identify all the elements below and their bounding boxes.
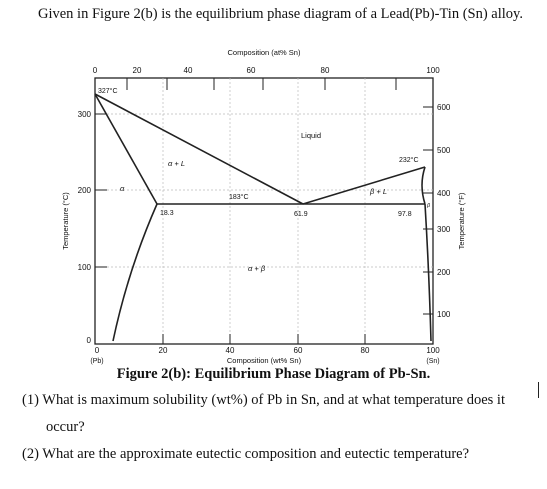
right-axis-title: Temperature (°F)	[457, 192, 466, 249]
beta-plus-liquid-label: β + L	[369, 187, 387, 196]
left-tick-label: 200	[78, 186, 92, 195]
beta-limit-label: 97.8	[398, 211, 412, 218]
solidus-left	[94, 93, 158, 205]
plot-frame	[94, 77, 434, 345]
top-tick-label: 100	[426, 66, 440, 75]
right-tick-label: 100	[437, 310, 451, 319]
bottom-axis-title: Composition (wt% Sn)	[227, 356, 302, 365]
right-ticks-marks	[423, 106, 433, 315]
liquidus-right	[302, 166, 426, 205]
solvus-beta	[424, 203, 432, 342]
right-tick-label: 500	[437, 146, 451, 155]
figure-caption: Figure 2(b): Equilibrium Phase Diagram o…	[116, 366, 431, 382]
solidus-right	[421, 166, 426, 205]
question-1: (1) What is maximum solubility (wt%) of …	[22, 392, 505, 408]
bottom-tick-label: 80	[361, 346, 370, 355]
bottom-tick-label: 100	[426, 346, 440, 355]
right-tick-label: 400	[437, 189, 451, 198]
solvus-alpha	[112, 203, 158, 342]
top-ticks-marks	[94, 78, 434, 90]
text-cursor	[538, 382, 539, 398]
top-tick-label: 0	[93, 66, 98, 75]
alpha-region-label: α	[120, 184, 125, 193]
alpha-plus-liquid-label: α + L	[168, 159, 185, 168]
pb-melting-point-label: 327°C	[98, 87, 118, 95]
right-tick-label: 600	[437, 103, 451, 112]
question-1-continued: occur?	[46, 419, 85, 435]
left-tick-label: 100	[78, 263, 92, 272]
left-ticks-marks	[95, 113, 107, 268]
grid	[95, 78, 433, 344]
alpha-limit-label: 18.3	[160, 210, 174, 217]
left-tick-label: 0	[87, 336, 92, 345]
bottom-tick-label: 0	[95, 346, 100, 355]
intro-text: Given in Figure 2(b) is the equilibrium …	[38, 6, 523, 22]
phase-boundaries	[94, 93, 432, 342]
beta-region-label: β	[426, 203, 431, 209]
top-tick-label: 20	[133, 66, 142, 75]
liquidus-left	[94, 93, 304, 205]
right-tick-label: 200	[437, 268, 451, 277]
liquid-region-label: Liquid	[301, 131, 321, 140]
question-2: (2) What are the approximate eutectic co…	[22, 446, 470, 462]
left-tick-label: 300	[78, 110, 92, 119]
eutectic-temp-label: 183°C	[229, 193, 249, 201]
sn-melting-point-label: 232°C	[399, 156, 419, 164]
top-tick-label: 60	[247, 66, 256, 75]
eutectic-comp-label: 61.9	[294, 211, 308, 218]
bottom-tick-label: 20	[159, 346, 168, 355]
top-tick-label: 80	[321, 66, 330, 75]
left-axis-title: Temperature (°C)	[61, 192, 70, 250]
sn-end-label: (Sn)	[426, 358, 439, 365]
top-tick-label: 40	[184, 66, 193, 75]
bottom-ticks-marks	[162, 334, 366, 344]
bottom-tick-label: 60	[294, 346, 303, 355]
bottom-tick-label: 40	[226, 346, 235, 355]
pb-end-label: (Pb)	[90, 358, 103, 365]
alpha-plus-beta-label: α + β	[248, 264, 266, 273]
top-axis-title: Composition (at% Sn)	[228, 48, 301, 57]
right-tick-label: 300	[437, 225, 451, 234]
